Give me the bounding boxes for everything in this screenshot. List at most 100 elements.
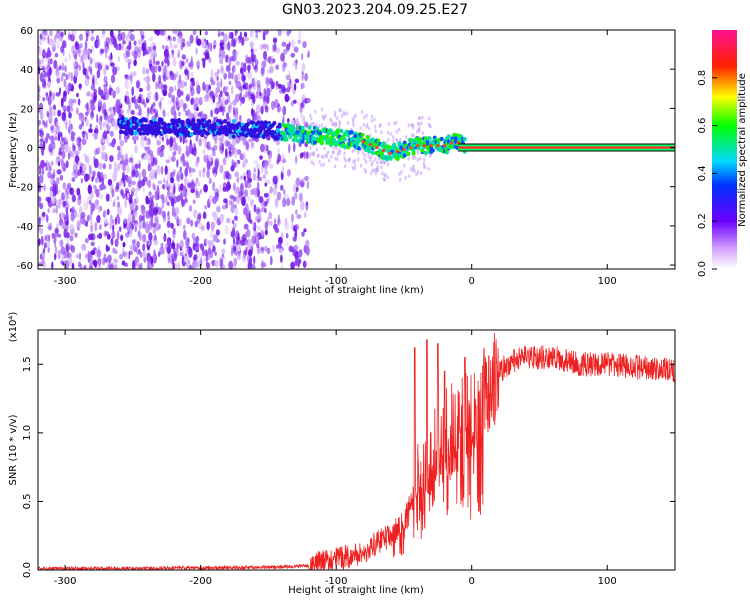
spectrogram-noise-blob bbox=[307, 52, 310, 59]
spectrogram-noise-blob bbox=[280, 52, 285, 62]
spectrogram-noise-blob bbox=[173, 142, 177, 151]
spectrogram-noise-blob bbox=[263, 161, 269, 171]
spectrogram-noise-blob bbox=[116, 230, 120, 241]
spectrogram-noise-blob bbox=[166, 237, 172, 247]
spectrogram-noise-blob bbox=[84, 237, 89, 244]
spectrogram-noise-blob bbox=[137, 179, 143, 189]
spectrogram-noise-blob bbox=[78, 124, 83, 130]
spectrogram-noise-blob bbox=[127, 192, 130, 199]
spectrogram-noise-blob bbox=[195, 80, 200, 86]
spectrogram-noise-blob bbox=[45, 196, 49, 202]
spectrogram-noise-blob bbox=[227, 43, 231, 48]
spectrogram-noise-blob bbox=[48, 113, 53, 120]
spectrogram-ridge-blob bbox=[295, 138, 300, 143]
spectrogram-noise-blob bbox=[420, 121, 423, 126]
spectrogram-noise-blob bbox=[231, 159, 235, 168]
spectrogram-ridge-blob bbox=[319, 140, 324, 145]
spectrogram-noise-blob bbox=[147, 108, 150, 116]
spectrogram-noise-blob bbox=[180, 80, 185, 89]
spectrogram-ridge-blob bbox=[462, 136, 467, 142]
spectrogram-noise-blob bbox=[302, 64, 305, 71]
spectrogram-noise-blob bbox=[132, 135, 137, 141]
spectrogram-noise-blob bbox=[71, 188, 75, 197]
spectrogram-noise-blob bbox=[103, 67, 107, 76]
spectrogram-noise-blob bbox=[184, 68, 189, 75]
spectrogram-ridge-peak bbox=[395, 149, 399, 154]
spectrogram-noise-blob bbox=[41, 211, 46, 217]
spectrogram-noise-blob bbox=[162, 246, 166, 255]
spectrogram-noise-blob bbox=[301, 52, 304, 61]
spectrogram-noise-blob bbox=[43, 184, 46, 192]
spectrogram-noise-blob bbox=[171, 151, 176, 157]
spectrogram-noise-blob bbox=[58, 151, 63, 157]
spectrogram-noise-blob bbox=[114, 238, 119, 248]
spectrogram-x-tick-label: -100 bbox=[325, 276, 348, 287]
spectrogram-noise-blob bbox=[365, 113, 368, 118]
spectrogram-noise-blob bbox=[55, 204, 58, 214]
spectrogram-noise-blob bbox=[195, 187, 198, 195]
spectrogram-noise-blob bbox=[138, 221, 142, 231]
spectrogram-noise-blob bbox=[240, 182, 244, 193]
spectrogram-noise-blob bbox=[152, 156, 155, 162]
spectrogram-noise-blob bbox=[374, 157, 377, 162]
spectrogram-noise-blob bbox=[47, 208, 50, 214]
spectrogram-noise-blob bbox=[138, 104, 141, 113]
spectrogram-noise-blob bbox=[64, 138, 69, 144]
spectrogram-ridge-blob bbox=[272, 120, 277, 126]
spectrogram-noise-blob bbox=[392, 138, 395, 143]
spectrogram-noise-blob bbox=[173, 44, 178, 49]
spectrogram-noise-blob bbox=[78, 252, 82, 261]
spectrogram-ridge-blob bbox=[365, 134, 370, 140]
spectrogram-ridge-blob bbox=[386, 144, 391, 150]
spectrogram-noise-blob bbox=[106, 233, 111, 240]
spectrogram-steady-tone-core bbox=[458, 146, 675, 149]
spectrogram-noise-blob bbox=[122, 192, 126, 199]
spectrogram-noise-blob bbox=[126, 109, 132, 115]
spectrogram-noise-blob bbox=[222, 187, 227, 192]
spectrogram-noise-blob bbox=[253, 204, 257, 213]
spectrogram-noise-blob bbox=[251, 58, 254, 67]
spectrogram-noise-blob bbox=[38, 119, 42, 126]
spectrogram-noise-blob bbox=[156, 184, 159, 191]
spectrogram-ridge-blob bbox=[157, 125, 162, 130]
spectrogram-ridge-peak bbox=[409, 145, 413, 150]
spectrogram-noise-blob bbox=[115, 182, 120, 190]
spectrogram-noise-blob bbox=[165, 159, 170, 164]
spectrogram-noise-blob bbox=[52, 208, 56, 214]
spectrogram-noise-blob bbox=[191, 232, 195, 240]
spectrogram-noise-blob bbox=[315, 147, 319, 152]
spectrogram-noise-blob bbox=[195, 47, 198, 55]
spectrogram-noise-blob bbox=[387, 122, 391, 127]
spectrogram-noise-blob bbox=[56, 121, 59, 130]
spectrogram-noise-blob bbox=[219, 164, 224, 174]
spectrogram-noise-blob bbox=[62, 201, 66, 208]
spectrogram-noise-blob bbox=[55, 92, 61, 97]
spectrogram-noise-blob bbox=[353, 166, 356, 171]
spectrogram-noise-blob bbox=[195, 260, 201, 268]
spectrogram-noise-blob bbox=[63, 136, 67, 145]
spectrogram-noise-blob bbox=[343, 151, 346, 156]
spectrogram-noise-blob bbox=[117, 55, 121, 63]
spectrogram-noise-blob bbox=[143, 102, 147, 108]
spectrogram-noise-blob bbox=[415, 172, 418, 177]
spectrogram-noise-blob bbox=[184, 167, 188, 177]
spectrogram-noise-blob bbox=[90, 171, 94, 177]
spectrogram-noise-blob bbox=[142, 221, 146, 229]
spectrogram-noise-blob bbox=[294, 228, 298, 238]
snr-x-tick-label: 0 bbox=[469, 576, 475, 587]
spectrogram-noise-blob bbox=[424, 165, 427, 170]
spectrogram-noise-blob bbox=[142, 214, 146, 222]
snr-x-tick-label: -300 bbox=[54, 576, 77, 587]
spectrogram-noise-blob bbox=[210, 221, 215, 232]
spectrogram-noise-blob bbox=[67, 33, 72, 40]
spectrogram-noise-blob bbox=[152, 48, 157, 57]
spectrogram-noise-blob bbox=[291, 39, 295, 49]
spectrogram-noise-blob bbox=[264, 221, 269, 231]
spectrogram-noise-blob bbox=[267, 154, 272, 164]
spectrogram-noise-blob bbox=[230, 143, 233, 151]
spectrogram-noise-blob bbox=[59, 174, 64, 181]
spectrogram-noise-blob bbox=[256, 245, 261, 255]
spectrogram-noise-blob bbox=[306, 151, 309, 159]
spectrogram-noise-blob bbox=[138, 87, 143, 93]
spectrogram-noise-blob bbox=[179, 98, 184, 108]
